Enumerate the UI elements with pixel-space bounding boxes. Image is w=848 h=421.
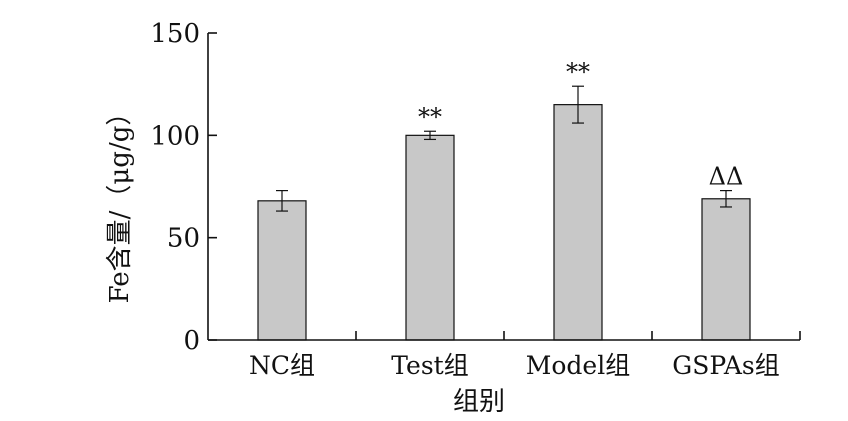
x-tick-label: NC组 bbox=[249, 351, 315, 380]
bar bbox=[257, 200, 307, 341]
significance-label: ** bbox=[418, 103, 442, 131]
y-tick-label: 0 bbox=[183, 326, 200, 356]
y-tick-label: 150 bbox=[150, 19, 200, 49]
bar bbox=[553, 104, 603, 341]
x-tick-label: Test组 bbox=[391, 351, 468, 380]
significance-label: ΔΔ bbox=[709, 163, 744, 191]
x-axis-title: 组别 bbox=[453, 387, 505, 417]
bar bbox=[405, 134, 455, 341]
bar bbox=[701, 198, 751, 341]
significance-label: ** bbox=[566, 58, 590, 86]
y-axis-title: Fe含量/（μg/g） bbox=[105, 100, 135, 304]
x-tick-label: Model组 bbox=[526, 351, 630, 380]
y-tick-label: 50 bbox=[167, 224, 200, 254]
y-tick-label: 100 bbox=[150, 121, 200, 151]
x-tick-label: GSPAs组 bbox=[672, 351, 780, 380]
